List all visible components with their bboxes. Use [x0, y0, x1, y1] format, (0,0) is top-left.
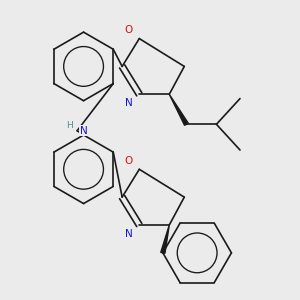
- Polygon shape: [169, 94, 188, 125]
- Text: O: O: [124, 25, 133, 35]
- Polygon shape: [161, 225, 169, 253]
- Text: N: N: [125, 229, 132, 238]
- Text: N: N: [80, 126, 87, 136]
- Text: N: N: [125, 98, 132, 108]
- Text: O: O: [124, 156, 133, 166]
- Text: H: H: [67, 121, 73, 130]
